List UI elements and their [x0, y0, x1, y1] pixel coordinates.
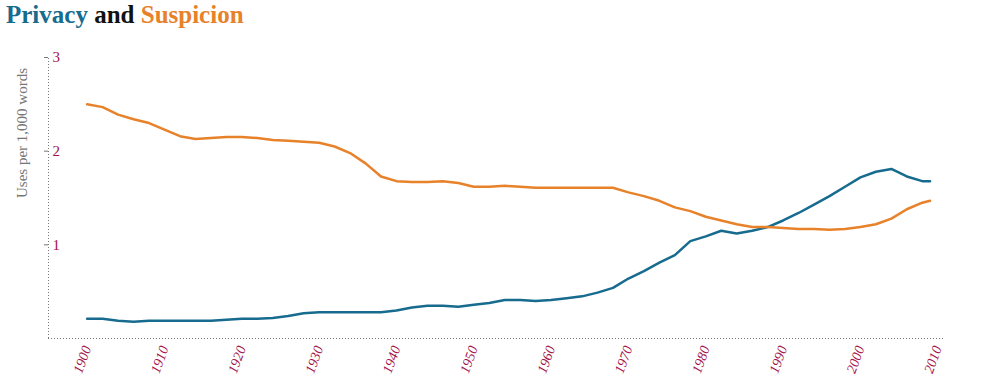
svg-text:2: 2	[53, 143, 61, 159]
svg-text:1940: 1940	[380, 344, 404, 375]
svg-text:1980: 1980	[689, 344, 713, 375]
svg-text:Uses per 1,000 words: Uses per 1,000 words	[14, 68, 30, 198]
svg-text:1910: 1910	[148, 344, 172, 375]
svg-text:1970: 1970	[612, 344, 636, 375]
svg-text:3: 3	[53, 49, 61, 65]
svg-text:1960: 1960	[534, 344, 558, 375]
svg-text:2010: 2010	[921, 344, 945, 375]
svg-text:1950: 1950	[457, 344, 481, 375]
svg-text:1900: 1900	[71, 344, 95, 375]
svg-text:1: 1	[53, 237, 61, 253]
html-text:Privacy and Suspicion: Privacy and Suspicion	[6, 1, 244, 28]
svg-text:1930: 1930	[303, 344, 327, 375]
svg-text:1990: 1990	[766, 344, 790, 375]
svg-text:1920: 1920	[225, 344, 249, 375]
svg-text:2000: 2000	[844, 344, 868, 375]
